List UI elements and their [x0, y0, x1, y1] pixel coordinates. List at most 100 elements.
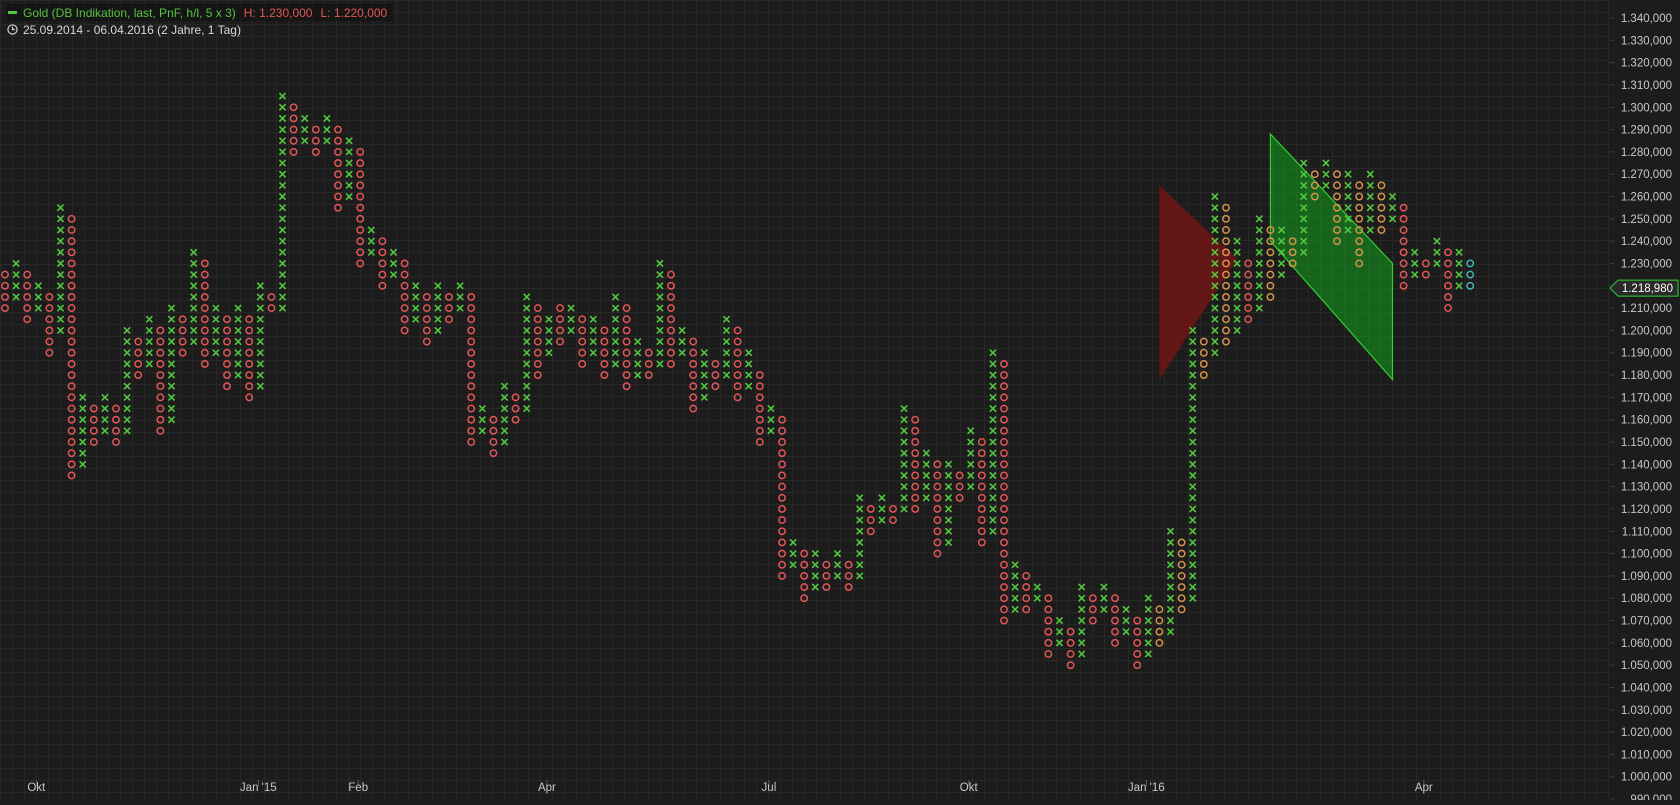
o-box — [733, 382, 742, 391]
x-box — [1366, 204, 1374, 212]
x-box — [1166, 583, 1175, 591]
x-box — [1011, 594, 1019, 602]
o-box — [1399, 237, 1408, 246]
x-box — [656, 326, 664, 335]
o-box — [511, 404, 520, 413]
y-tick-label: 1.070,000 — [1621, 616, 1672, 628]
x-box — [900, 427, 908, 435]
x-box — [922, 460, 930, 468]
x-box — [678, 349, 686, 357]
x-box — [989, 382, 997, 390]
x-box — [611, 337, 620, 346]
o-box — [644, 359, 653, 368]
x-box — [900, 471, 908, 480]
x-box — [1211, 349, 1219, 357]
x-column — [434, 282, 442, 335]
o-box — [733, 326, 742, 335]
x-box — [56, 326, 65, 335]
x-box — [123, 371, 131, 379]
o-box — [223, 382, 231, 391]
x-box — [190, 326, 198, 335]
o-box — [933, 516, 942, 525]
x-box — [767, 416, 775, 424]
x-box — [367, 237, 375, 245]
o-box — [156, 426, 165, 435]
current-price-label: 1.218,980 — [1622, 283, 1673, 295]
x-box — [345, 137, 353, 145]
x-column — [301, 114, 309, 145]
x-box — [722, 349, 731, 357]
x-box — [523, 371, 531, 379]
o-box — [755, 371, 764, 380]
o-box — [1244, 315, 1253, 324]
o-box — [400, 293, 409, 301]
x-box — [1011, 572, 1019, 580]
y-tick-label: 1.190,000 — [1621, 348, 1672, 360]
x-box — [56, 270, 65, 279]
x-column — [634, 337, 642, 379]
x-box — [589, 326, 597, 335]
o-column — [1199, 337, 1208, 380]
x-box — [656, 282, 664, 290]
o-box — [334, 147, 342, 156]
x-column — [278, 92, 287, 312]
o-box — [289, 147, 298, 156]
y-tick-label: 990,000 — [1630, 794, 1672, 800]
o-box — [467, 304, 476, 313]
x-box — [1255, 215, 1263, 223]
o-box — [1111, 594, 1119, 603]
x-column — [900, 404, 908, 513]
o-box — [400, 270, 409, 279]
o-box — [977, 471, 986, 480]
x-box — [1233, 259, 1241, 268]
x-box — [34, 293, 42, 301]
x-box — [944, 471, 953, 480]
o-box — [1177, 605, 1186, 614]
o-box — [511, 415, 520, 424]
o-box — [1044, 616, 1053, 625]
x-box — [989, 527, 997, 535]
x-box — [1211, 248, 1219, 256]
o-box — [67, 281, 76, 290]
o-box — [1399, 203, 1408, 212]
o-column — [489, 415, 498, 458]
x-box — [145, 337, 153, 346]
o-box — [356, 170, 365, 179]
o-box — [156, 371, 165, 380]
o-column — [755, 371, 764, 446]
x-box — [967, 427, 975, 435]
o-box — [578, 337, 587, 346]
o-box — [977, 538, 986, 547]
o-box — [556, 315, 564, 324]
o-box — [778, 493, 786, 502]
o-column — [178, 315, 187, 357]
x-box — [278, 170, 287, 178]
o-box — [1244, 259, 1253, 268]
x-box — [611, 315, 620, 323]
x-box — [323, 137, 331, 145]
o-box — [1333, 226, 1341, 234]
o-box — [356, 226, 365, 234]
x-box — [1211, 282, 1219, 290]
x-box — [1189, 538, 1197, 547]
x-box — [1144, 628, 1152, 636]
x-box — [922, 482, 930, 491]
x-box — [167, 416, 176, 424]
o-column — [556, 304, 564, 346]
x-box — [789, 538, 797, 547]
o-box — [1044, 605, 1053, 614]
o-box — [622, 304, 631, 313]
x-box — [1011, 561, 1019, 569]
o-box — [311, 136, 320, 145]
x-box — [1122, 628, 1130, 636]
o-box — [844, 571, 853, 580]
o-box — [422, 304, 431, 313]
o-box — [667, 270, 675, 279]
x-box — [1344, 226, 1352, 234]
o-column — [667, 270, 675, 368]
x-box — [1055, 639, 1064, 647]
x-column — [656, 259, 664, 368]
x-box — [722, 315, 731, 323]
x-box — [1300, 248, 1308, 256]
